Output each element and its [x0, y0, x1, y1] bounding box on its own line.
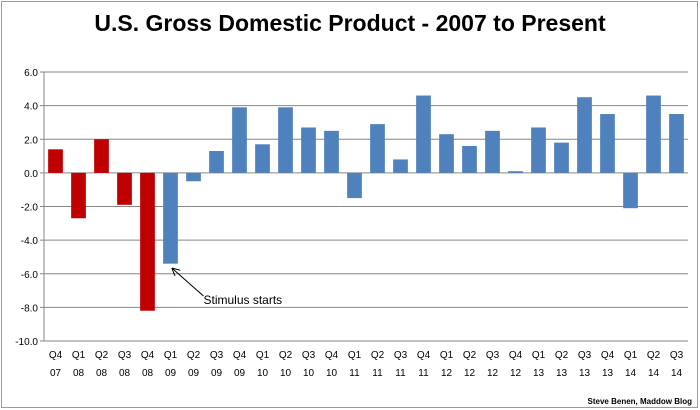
bar: [577, 97, 592, 173]
bar: [370, 124, 385, 173]
x-tick-label-year: 13: [579, 368, 591, 379]
x-tick-label-quarter: Q4: [601, 350, 615, 361]
x-tick-label-quarter: Q3: [486, 350, 500, 361]
x-tick-label-year: 11: [395, 368, 406, 379]
x-tick-label-year: 07: [50, 368, 62, 379]
bar: [117, 172, 132, 205]
x-tick-label-year: 13: [556, 368, 568, 379]
x-tick-label-quarter: Q1: [72, 350, 86, 361]
x-tick-label-quarter: Q3: [210, 350, 224, 361]
x-tick-label-quarter: Q4: [49, 350, 63, 361]
x-tick-label-quarter: Q3: [302, 350, 316, 361]
bar: [278, 107, 293, 173]
bar: [646, 95, 661, 173]
bar: [623, 172, 638, 209]
x-tick-label-year: 12: [441, 368, 453, 379]
x-tick-label-quarter: Q4: [325, 350, 339, 361]
x-tick-label-quarter: Q2: [95, 350, 109, 361]
x-tick-label-year: 12: [487, 368, 499, 379]
x-tick-label-quarter: Q2: [647, 350, 661, 361]
chart-title: U.S. Gross Domestic Product - 2007 to Pr…: [94, 10, 606, 36]
x-tick-label-year: 08: [96, 368, 108, 379]
y-tick-label: 4.0: [24, 102, 38, 113]
bar: [48, 149, 63, 173]
x-tick-label-year: 12: [464, 368, 476, 379]
x-tick-label-quarter: Q4: [417, 350, 431, 361]
annotation-arrow: [173, 269, 204, 297]
bar: [393, 159, 408, 173]
x-tick-label-year: 14: [625, 368, 637, 379]
bar: [531, 127, 546, 173]
x-tick-label-quarter: Q2: [463, 350, 477, 361]
x-tick-label-year: 09: [211, 368, 223, 379]
x-tick-label-year: 13: [602, 368, 614, 379]
x-tick-label-quarter: Q2: [279, 350, 293, 361]
x-tick-label-year: 14: [648, 368, 660, 379]
x-tick-label-quarter: Q2: [187, 350, 201, 361]
x-tick-label-year: 08: [142, 368, 154, 379]
bar: [439, 134, 454, 173]
y-tick-label: 6.0: [24, 68, 38, 79]
x-tick-label-quarter: Q3: [394, 350, 408, 361]
bar: [71, 172, 86, 219]
x-tick-label-quarter: Q2: [555, 350, 569, 361]
bar: [600, 114, 615, 173]
bar: [140, 172, 155, 311]
x-tick-label-quarter: Q1: [532, 350, 546, 361]
x-tick-label-year: 10: [303, 368, 315, 379]
y-tick-label: -4.0: [21, 236, 39, 247]
x-tick-label-year: 10: [326, 368, 338, 379]
y-tick-label: -10.0: [15, 337, 38, 348]
x-tick-label-quarter: Q4: [233, 350, 247, 361]
x-tick-label-year: 11: [418, 368, 429, 379]
y-tick-label: -8.0: [21, 303, 39, 314]
x-tick-label-quarter: Q1: [348, 350, 362, 361]
x-tick-label-year: 09: [188, 368, 200, 379]
bar: [186, 172, 201, 182]
bar: [462, 145, 477, 173]
x-tick-label-quarter: Q1: [440, 350, 454, 361]
y-tick-label: -6.0: [21, 270, 39, 281]
bar: [232, 107, 247, 173]
bar: [416, 95, 431, 173]
y-tick-label: 0.0: [24, 169, 38, 180]
x-tick-label-quarter: Q4: [509, 350, 523, 361]
x-tick-label-year: 13: [533, 368, 545, 379]
x-tick-label-quarter: Q3: [670, 350, 684, 361]
x-tick-label-year: 10: [280, 368, 292, 379]
x-tick-label-year: 08: [119, 368, 131, 379]
x-tick-label-year: 14: [671, 368, 683, 379]
y-tick-label: 2.0: [24, 135, 38, 146]
credit-text: Steve Benen, Maddow Blog: [587, 397, 692, 406]
x-tick-label-year: 09: [165, 368, 177, 379]
x-tick-label-quarter: Q3: [578, 350, 592, 361]
y-tick-label: -2.0: [21, 203, 39, 214]
bar: [94, 139, 109, 173]
x-tick-label-quarter: Q1: [164, 350, 178, 361]
x-tick-label-quarter: Q2: [371, 350, 385, 361]
bar: [508, 171, 523, 173]
x-tick-label-quarter: Q1: [256, 350, 270, 361]
bar: [324, 130, 339, 173]
x-tick-label-year: 09: [234, 368, 246, 379]
x-tick-label-quarter: Q4: [141, 350, 155, 361]
bar: [347, 172, 362, 199]
x-tick-label-year: 08: [73, 368, 85, 379]
annotation-label: Stimulus starts: [204, 293, 283, 307]
bar: [485, 130, 500, 173]
bar: [669, 114, 684, 173]
x-tick-label-year: 11: [349, 368, 360, 379]
bar: [209, 151, 224, 173]
x-tick-label-year: 10: [257, 368, 269, 379]
bar: [255, 144, 270, 173]
x-tick-label-quarter: Q1: [624, 350, 638, 361]
bar: [301, 127, 316, 173]
x-tick-label-quarter: Q3: [118, 350, 132, 361]
x-tick-label-year: 12: [510, 368, 522, 379]
x-tick-label-year: 11: [372, 368, 383, 379]
bar: [163, 172, 178, 264]
bar: [554, 142, 569, 173]
